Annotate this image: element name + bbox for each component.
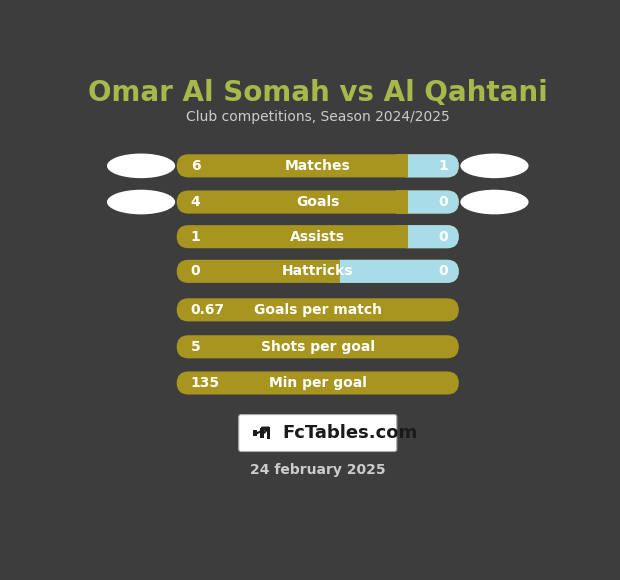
Text: Assists: Assists: [290, 230, 345, 244]
FancyBboxPatch shape: [329, 260, 459, 283]
Bar: [329, 260, 340, 283]
FancyBboxPatch shape: [177, 371, 459, 394]
Bar: [267, 427, 270, 439]
Text: 0: 0: [438, 264, 448, 278]
FancyBboxPatch shape: [177, 335, 459, 358]
FancyBboxPatch shape: [177, 298, 459, 321]
Ellipse shape: [107, 190, 175, 215]
FancyBboxPatch shape: [239, 415, 397, 451]
Text: 1: 1: [191, 230, 200, 244]
Text: Hattricks: Hattricks: [282, 264, 353, 278]
Text: Omar Al Somah vs Al Qahtani: Omar Al Somah vs Al Qahtani: [88, 79, 547, 107]
Bar: [253, 430, 257, 436]
FancyBboxPatch shape: [177, 190, 459, 213]
Text: 4: 4: [191, 195, 200, 209]
Text: 1: 1: [438, 159, 448, 173]
Text: 0.67: 0.67: [191, 303, 225, 317]
Bar: [396, 225, 408, 248]
Ellipse shape: [460, 190, 528, 215]
Text: 0: 0: [191, 264, 200, 278]
Text: 0: 0: [438, 230, 448, 244]
Ellipse shape: [460, 154, 528, 178]
Ellipse shape: [107, 154, 175, 178]
Text: 24 february 2025: 24 february 2025: [250, 463, 386, 477]
Text: Goals per match: Goals per match: [254, 303, 382, 317]
Text: 6: 6: [191, 159, 200, 173]
Text: 0: 0: [438, 195, 448, 209]
Text: Min per goal: Min per goal: [269, 376, 366, 390]
Text: Goals: Goals: [296, 195, 339, 209]
Bar: [396, 154, 408, 177]
FancyBboxPatch shape: [177, 260, 459, 283]
Bar: [396, 190, 408, 213]
FancyBboxPatch shape: [396, 190, 459, 213]
FancyBboxPatch shape: [396, 154, 459, 177]
Text: Club competitions, Season 2024/2025: Club competitions, Season 2024/2025: [186, 110, 450, 124]
FancyBboxPatch shape: [177, 225, 459, 248]
Text: Matches: Matches: [285, 159, 351, 173]
FancyBboxPatch shape: [177, 154, 459, 177]
Text: FcTables.com: FcTables.com: [283, 424, 418, 442]
Text: 5: 5: [191, 340, 200, 354]
FancyBboxPatch shape: [396, 225, 459, 248]
Bar: [260, 429, 264, 438]
Text: 135: 135: [191, 376, 219, 390]
Text: Shots per goal: Shots per goal: [261, 340, 374, 354]
